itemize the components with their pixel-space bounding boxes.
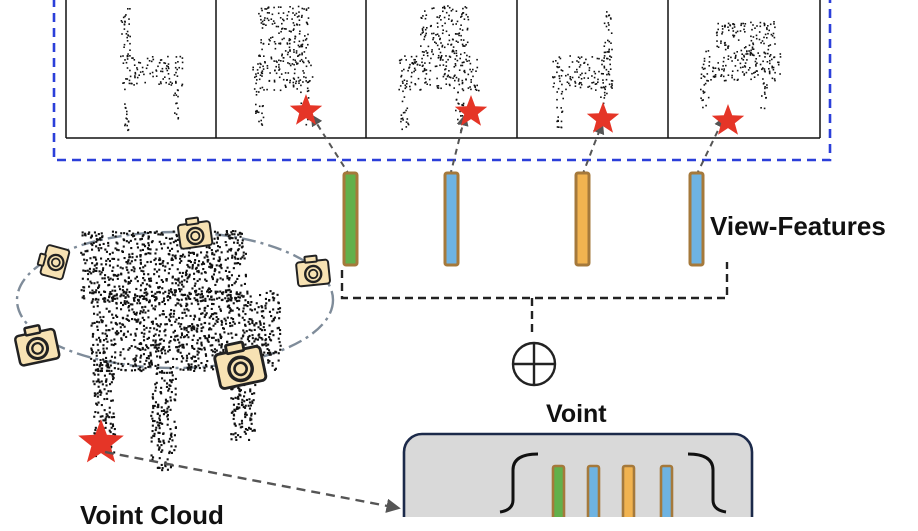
diagram-canvas <box>11 0 832 531</box>
views-dashed-box <box>52 0 832 162</box>
star-icon <box>289 94 323 125</box>
camera-orbit <box>15 230 335 370</box>
aggregation-bracket <box>340 262 729 336</box>
view-chair-render <box>700 21 782 110</box>
view-feature-bar <box>688 171 705 267</box>
star-icon <box>454 95 488 126</box>
voint-cloud-label: Voint Cloud <box>80 500 224 530</box>
star-icon <box>586 102 620 133</box>
voint-feature-bar <box>621 464 636 528</box>
star-icon <box>711 104 745 135</box>
camera-icon <box>175 214 214 251</box>
circled-plus-icon <box>511 341 557 387</box>
views-strip <box>65 0 821 139</box>
view-chair-render <box>252 5 314 126</box>
voint-label: Voint <box>546 400 607 428</box>
voint-feature-bar <box>586 464 601 528</box>
view-chair-render <box>120 8 184 132</box>
view-features <box>342 171 705 267</box>
view-feature-bar <box>342 171 359 267</box>
projection-arrows <box>310 113 726 177</box>
star-icon <box>78 419 124 463</box>
cloud-to-voint-arrow <box>104 450 401 513</box>
voint-feature-bar <box>659 464 674 528</box>
view-feature-bar <box>574 171 591 267</box>
view-features-label: View-Features <box>710 211 886 241</box>
diagram: View-Features Voint Voint Cloud <box>11 0 886 531</box>
view-chair-render <box>552 11 614 129</box>
view-feature-bar <box>443 171 460 267</box>
voint-box <box>402 432 754 531</box>
point-cloud-chair <box>80 230 282 472</box>
voint-feature-bar <box>551 464 566 528</box>
camera-icon <box>11 320 62 368</box>
view-chair-render <box>398 5 480 132</box>
camera-icon <box>34 242 72 282</box>
